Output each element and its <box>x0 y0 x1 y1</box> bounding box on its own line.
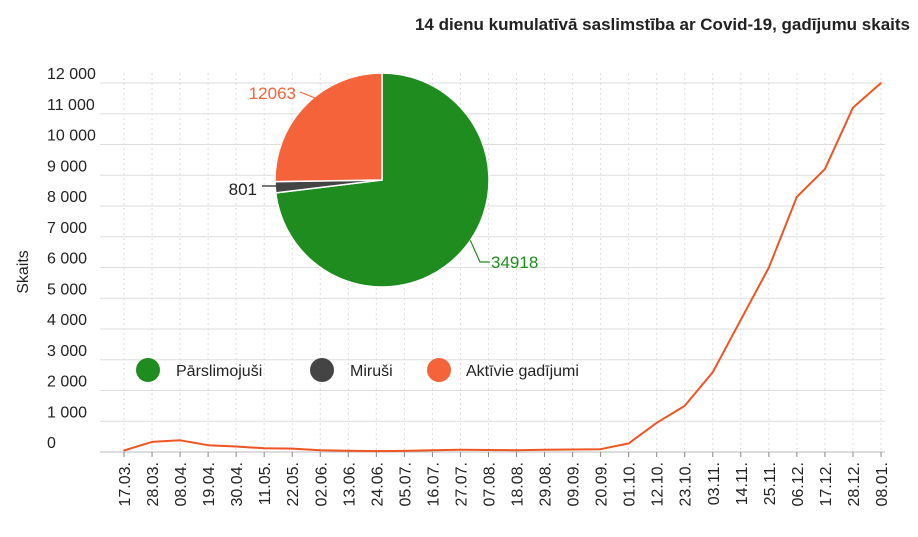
y-tick-label: 6 000 <box>47 251 87 268</box>
series-point <box>375 450 378 452</box>
legend-label: Pārslimojuši <box>176 363 262 380</box>
series-line <box>123 82 882 453</box>
x-tick-label: 14.11. <box>734 462 751 505</box>
series-point <box>431 449 434 451</box>
series-point <box>487 449 490 451</box>
legend-swatch <box>310 358 334 382</box>
series-point <box>824 168 826 170</box>
x-tick-label: 05.07. <box>397 462 414 506</box>
series-point <box>151 441 153 443</box>
series-point <box>880 82 882 84</box>
series-point <box>768 266 770 269</box>
x-tick-label: 22.05. <box>285 462 302 506</box>
series-point <box>235 445 237 448</box>
series-point <box>599 448 602 451</box>
x-tick-label: 23.10. <box>678 462 695 506</box>
chart-title: 14 dienu kumulatīvā saslimstība ar Covid… <box>415 15 910 34</box>
series-point <box>683 405 686 407</box>
x-tick-label: 07.08. <box>481 462 498 506</box>
gridlines <box>100 73 885 453</box>
series-point <box>852 106 854 109</box>
legend-label: Miruši <box>350 363 393 380</box>
x-tick-label: 06.12. <box>790 462 807 506</box>
y-tick-label: 0 <box>47 435 56 452</box>
x-axis-ticks: 17.03. 28.03. 08.04. 19.04. 30.04. 11.05. 22.0… <box>117 452 891 506</box>
series-point <box>740 318 742 321</box>
series-point <box>179 439 181 442</box>
series-point <box>347 449 350 452</box>
x-tick-label: 01.10. <box>622 462 639 506</box>
x-tick-label: 27.07. <box>453 462 470 506</box>
x-tick-label: 20.09. <box>594 462 611 506</box>
series-point <box>571 448 574 451</box>
series-point <box>711 371 714 373</box>
x-tick-label: 19.04. <box>201 462 218 506</box>
series-point <box>796 195 798 198</box>
x-tick-label: 24.06. <box>369 462 386 506</box>
line-series <box>123 82 882 453</box>
y-tick-label: 8 000 <box>47 189 87 206</box>
x-tick-label: 25.11. <box>762 462 779 505</box>
x-tick-label: 13.06. <box>341 462 358 506</box>
x-tick-label: 16.07. <box>425 462 442 506</box>
pie-slice <box>274 72 383 183</box>
y-tick-label: 2 000 <box>47 374 87 391</box>
x-tick-label: 28.03. <box>145 462 162 506</box>
legend-swatch <box>136 358 160 382</box>
series-point <box>207 444 209 447</box>
series-point <box>655 421 658 424</box>
legend-swatch <box>427 358 451 382</box>
x-tick-label: 11.05. <box>257 462 274 505</box>
x-tick-label: 17.03. <box>117 462 134 506</box>
y-axis-ticks: 0 1 000 2 000 3 000 4 000 5 000 6 000 7 000 8 00… <box>47 66 96 452</box>
pie-leader-line <box>299 91 321 101</box>
pie-value-label: 34918 <box>491 253 538 272</box>
y-tick-label: 9 000 <box>47 158 87 175</box>
series-point <box>123 449 125 452</box>
legend-label: Aktīvie gadījumi <box>466 363 579 380</box>
x-tick-label: 12.10. <box>650 462 667 506</box>
y-tick-label: 7 000 <box>47 220 87 237</box>
x-tick-label: 02.06. <box>313 462 330 506</box>
pie-leader-line <box>469 240 490 263</box>
x-tick-label: 09.09. <box>566 462 583 506</box>
x-tick-label: 08.01. <box>874 462 891 506</box>
y-tick-label: 3 000 <box>47 343 87 360</box>
x-tick-label: 03.11. <box>706 462 723 505</box>
y-tick-label: 10 000 <box>47 128 96 145</box>
pie-value-label: 12063 <box>249 84 296 103</box>
series-point <box>515 449 518 451</box>
pie-value-label: 801 <box>229 180 257 199</box>
legend: Pārslimojuši Miruši Aktīvie gadījumi <box>136 358 579 382</box>
y-tick-label: 5 000 <box>47 281 87 298</box>
series-point <box>627 442 630 445</box>
x-tick-label: 08.04. <box>173 462 190 506</box>
x-tick-label: 18.08. <box>510 462 527 506</box>
x-tick-label: 30.04. <box>229 462 246 506</box>
y-axis-label: Skaits <box>15 250 32 294</box>
series-point <box>543 449 546 451</box>
series-point <box>319 449 322 451</box>
y-tick-label: 11 000 <box>47 97 95 114</box>
series-point <box>263 447 265 450</box>
y-tick-label: 4 000 <box>47 312 87 329</box>
x-tick-label: 17.12. <box>818 462 835 506</box>
series-point <box>403 450 406 452</box>
x-tick-label: 28.12. <box>846 462 863 506</box>
series-point <box>291 447 294 450</box>
pie-chart: 34918 801 12063 <box>229 72 538 288</box>
series-point <box>459 449 462 451</box>
y-tick-label: 12 000 <box>47 66 96 83</box>
x-tick-label: 29.08. <box>538 462 555 506</box>
y-tick-label: 1 000 <box>47 404 87 421</box>
